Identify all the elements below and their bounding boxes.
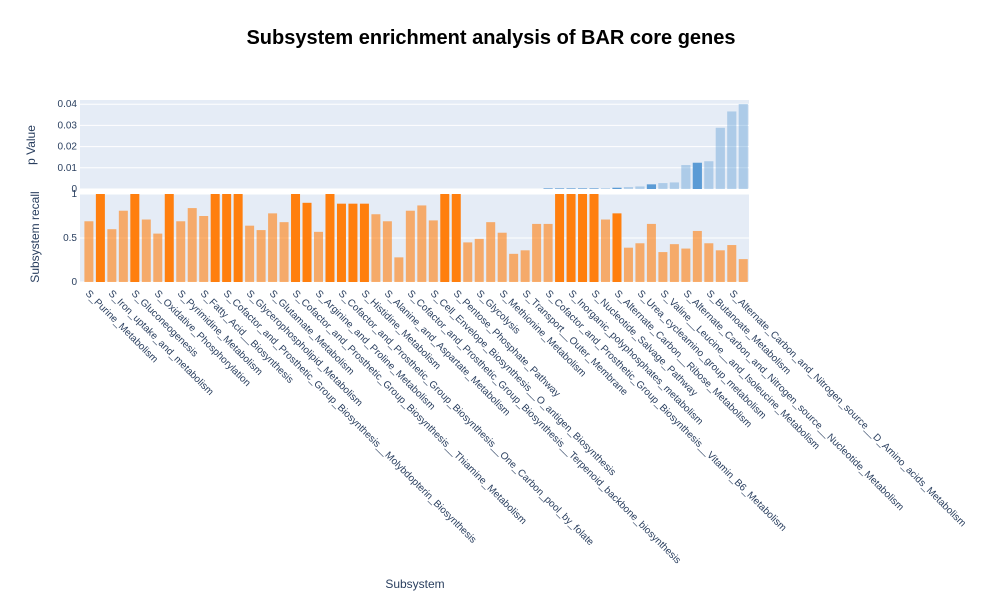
bar	[669, 244, 679, 282]
bar	[554, 188, 565, 189]
bar	[589, 188, 599, 189]
bar	[451, 194, 461, 282]
bar	[486, 222, 496, 282]
bar	[164, 194, 174, 282]
bar	[704, 243, 714, 282]
bar	[520, 250, 530, 282]
bar	[497, 232, 507, 282]
bar	[577, 188, 588, 189]
bar	[279, 222, 289, 282]
bar	[692, 230, 702, 282]
bar	[348, 203, 358, 282]
bar	[417, 205, 427, 282]
bar	[715, 127, 725, 189]
bar	[612, 187, 622, 189]
bar	[95, 194, 105, 282]
bar	[405, 210, 415, 282]
chart-title: Subsystem enrichment analysis of BAR cor…	[246, 27, 735, 49]
bar	[302, 202, 312, 282]
bar	[601, 219, 610, 282]
bar	[256, 230, 266, 282]
bar	[222, 194, 232, 282]
bar	[589, 194, 599, 282]
bar	[291, 194, 301, 282]
x-tick-label: S_Alternate_Carbon_and_Nitrogen_source__…	[681, 288, 906, 513]
bar	[612, 213, 622, 282]
recall-y-ticks: 00.51	[63, 189, 77, 288]
pvalue-y-ticks: 0 0.01 0.02 0.03 0.04	[58, 99, 78, 195]
bar	[692, 162, 702, 189]
bar	[371, 214, 381, 282]
bar	[336, 203, 346, 282]
bar	[325, 194, 335, 282]
bar	[509, 253, 519, 282]
bar	[738, 104, 748, 189]
x-axis-title: Subsystem	[385, 577, 444, 591]
bar	[84, 221, 94, 282]
bar	[118, 210, 128, 282]
bar	[566, 188, 576, 189]
bar	[359, 203, 369, 282]
bar	[738, 259, 748, 282]
x-tick-labels: S_Purine_MetabolismS_Iron_uptake_and_met…	[83, 288, 968, 566]
y-tick-label: 0	[71, 277, 77, 288]
bar	[658, 252, 668, 282]
bar	[233, 194, 243, 282]
bar	[727, 111, 737, 189]
bar	[543, 223, 553, 282]
y-tick-label: 0.5	[63, 233, 77, 244]
bar	[669, 182, 679, 189]
y-tick-label: 0.02	[58, 142, 78, 153]
bar	[658, 183, 668, 189]
pvalue-axis-title: p Value	[24, 125, 38, 165]
bar	[382, 221, 392, 282]
bar	[314, 231, 323, 282]
bar	[268, 213, 278, 282]
bar	[623, 187, 634, 189]
bar	[566, 194, 576, 282]
bar	[428, 220, 438, 282]
pvalue-plot-background	[80, 100, 749, 189]
bar	[543, 188, 553, 189]
bar	[199, 216, 209, 282]
bar	[153, 233, 163, 282]
recall-bars	[84, 194, 748, 282]
recall-axis-title: Subsystem recall	[28, 191, 42, 282]
y-tick-label: 0.04	[58, 99, 78, 110]
bar	[245, 225, 255, 282]
pvalue-gridlines	[80, 103, 749, 190]
bar	[635, 243, 645, 282]
bar	[681, 248, 691, 282]
bar	[727, 245, 737, 282]
y-tick-label: 0.01	[58, 163, 78, 174]
bar	[532, 223, 542, 282]
bar	[704, 161, 714, 189]
bar	[681, 165, 691, 189]
bar	[394, 257, 404, 282]
bar	[187, 208, 197, 282]
bar	[635, 186, 645, 189]
bar	[176, 221, 186, 282]
pvalue-bars	[543, 104, 748, 189]
bar	[107, 229, 117, 282]
bar	[130, 194, 140, 282]
bar	[440, 194, 450, 282]
bar	[210, 194, 220, 282]
bar	[141, 219, 151, 282]
bar	[623, 247, 633, 282]
bar	[646, 184, 657, 189]
y-tick-label: 0.03	[58, 120, 78, 131]
bar	[555, 194, 565, 282]
y-tick-label: 1	[71, 189, 77, 200]
bar	[463, 242, 473, 282]
bar	[715, 250, 725, 282]
bar	[646, 223, 656, 282]
bar	[474, 238, 484, 282]
y-tick-label: 0	[71, 184, 77, 195]
bar	[600, 188, 611, 189]
bar	[578, 194, 588, 282]
